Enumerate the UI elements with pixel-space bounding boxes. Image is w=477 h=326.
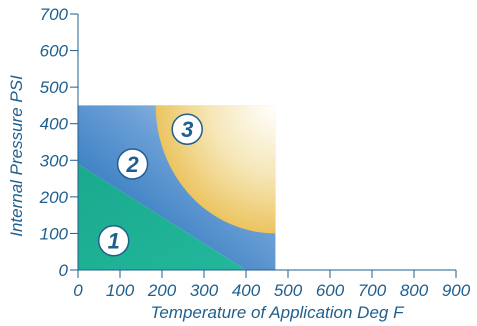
zone-badge-label: 1 [108, 229, 120, 254]
y-tick-label: 700 [40, 5, 69, 24]
x-tick-label: 800 [400, 281, 429, 300]
x-ticks: 0 100 200 300 400 500 600 700 800 900 [73, 270, 471, 300]
x-tick-label: 100 [106, 281, 135, 300]
zone-labels: 1 2 3 [97, 113, 203, 257]
y-tick-label: 0 [59, 261, 69, 280]
zone-3-badge: 3 [171, 113, 203, 145]
x-tick-label: 200 [147, 281, 177, 300]
zone-badge-label: 3 [181, 117, 193, 142]
x-tick-label: 400 [232, 281, 261, 300]
zone-2-badge: 2 [116, 148, 149, 180]
x-tick-label: 600 [316, 281, 345, 300]
zone-badge-label: 2 [125, 152, 139, 177]
y-tick-label: 100 [40, 224, 69, 243]
x-tick-label: 300 [190, 281, 219, 300]
y-tick-label: 400 [40, 115, 69, 134]
y-ticks: 0 100 200 300 400 500 600 700 [39, 5, 78, 280]
zone-badge-circle [97, 224, 130, 257]
x-tick-label: 500 [274, 281, 303, 300]
y-axis-title: Internal Pressure PSI [7, 75, 26, 237]
x-tick-label: 700 [358, 281, 387, 300]
y-tick-label: 500 [40, 78, 69, 97]
y-tick-label: 300 [40, 151, 69, 170]
y-tick-label: 600 [40, 42, 69, 61]
zone-badge-circle [171, 113, 203, 145]
y-tick-label: 200 [39, 188, 69, 207]
zone-1-badge: 1 [97, 224, 130, 257]
x-tick-label: 0 [73, 281, 83, 300]
zone-badge-circle [116, 148, 149, 180]
x-tick-label: 900 [442, 281, 471, 300]
x-axis-title: Temperature of Application Deg F [151, 303, 406, 322]
